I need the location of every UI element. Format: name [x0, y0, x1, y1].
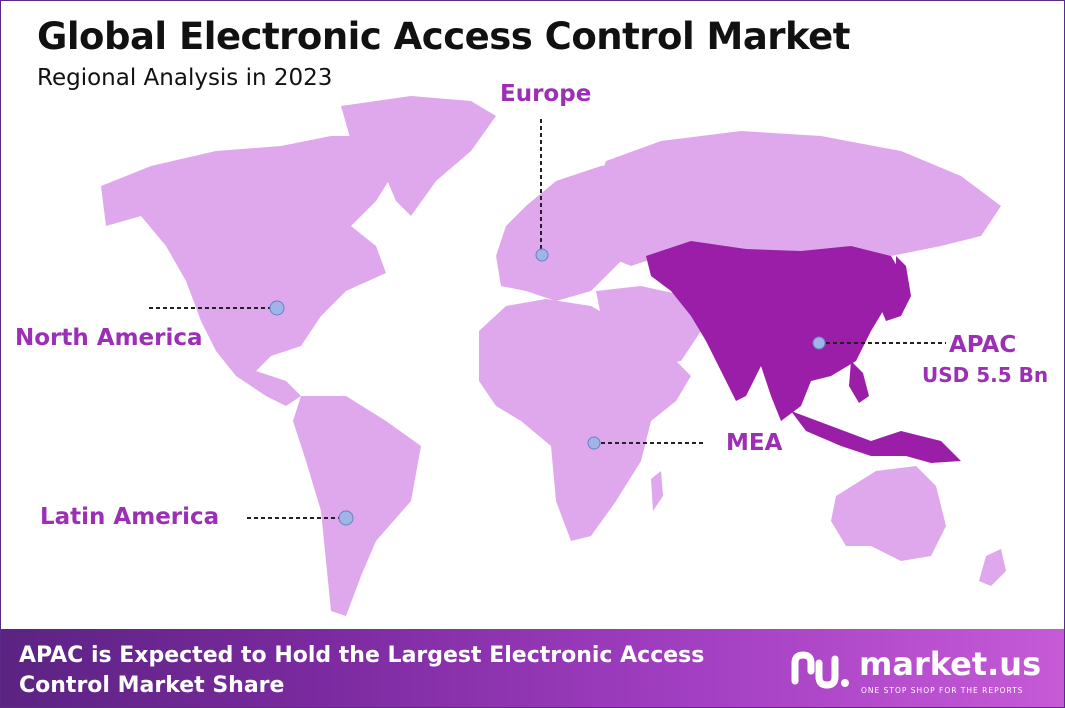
russia-shape	[591, 131, 1001, 266]
latin-america-label: Latin America	[40, 504, 220, 530]
page-title: Global Electronic Access Control Market	[37, 15, 850, 58]
southeast-asia-islands-shape	[791, 411, 961, 463]
apac-label: APAC	[949, 332, 1017, 358]
apac-value: USD 5.5 Bn	[922, 363, 1049, 387]
brand-logo: market.us ONE STOP SHOP FOR THE REPORTS	[789, 645, 1049, 695]
north-america-label: North America	[15, 325, 203, 351]
europe-label: Europe	[500, 81, 592, 107]
new-zealand-shape	[979, 549, 1006, 586]
brand-name: market.us	[859, 645, 1042, 683]
mea-marker	[587, 436, 601, 450]
latin-america-marker	[338, 510, 354, 526]
mea-label: MEA	[726, 430, 783, 456]
brand-tagline: ONE STOP SHOP FOR THE REPORTS	[861, 686, 1024, 695]
page-subtitle: Regional Analysis in 2023	[37, 65, 333, 91]
world-map	[101, 96, 1006, 616]
south-america-shape	[293, 396, 421, 616]
apac-shape	[646, 241, 906, 421]
middle-east-shape	[596, 286, 701, 366]
apac-marker	[812, 336, 826, 350]
footer-banner: APAC is Expected to Hold the Largest Ele…	[1, 629, 1064, 707]
africa-shape	[479, 299, 691, 541]
footer-headline: APAC is Expected to Hold the Largest Ele…	[19, 643, 705, 698]
north-america-marker	[269, 300, 285, 316]
japan-shape	[881, 256, 911, 321]
north-america-shape	[101, 136, 401, 406]
philippines-shape	[849, 361, 869, 403]
market-us-logo-icon	[791, 651, 849, 689]
europe-marker	[535, 248, 549, 262]
madagascar-shape	[651, 471, 663, 511]
australia-shape	[831, 466, 946, 561]
greenland-shape	[341, 96, 496, 216]
